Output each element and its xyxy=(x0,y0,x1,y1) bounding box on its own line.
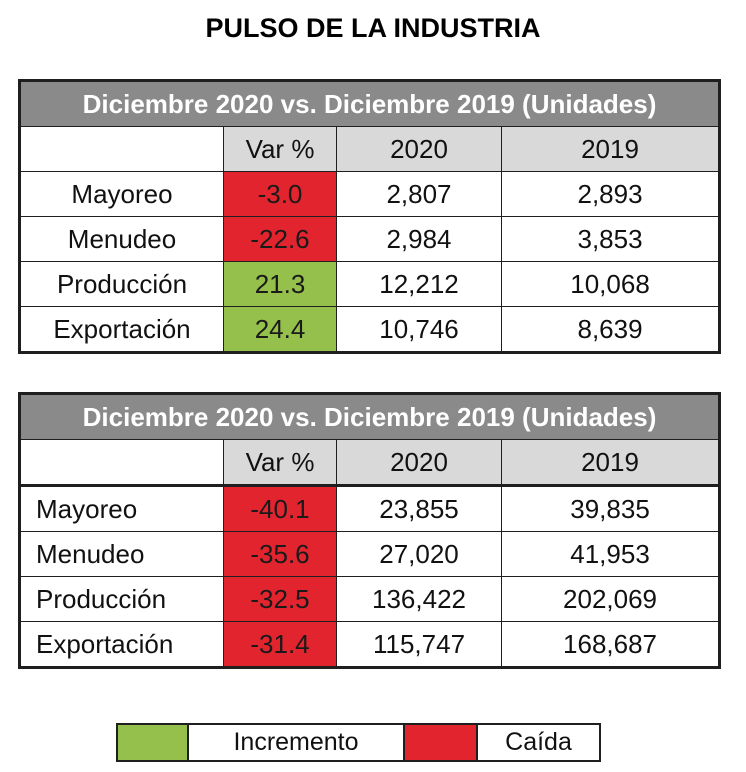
value-2019-cell: 41,953 xyxy=(500,531,721,577)
var-percent-cell: -3.0 xyxy=(223,171,337,217)
column-header-2020: 2020 xyxy=(336,439,502,487)
table-row-menudeo: Menudeo -22.6 2,984 3,853 xyxy=(19,216,721,262)
legend: Incremento Caída xyxy=(116,723,601,762)
column-header-var-pct: Var % xyxy=(223,126,337,172)
value-2020-cell: 2,984 xyxy=(336,216,502,262)
increase-color-swatch xyxy=(116,723,189,762)
row-label: Mayoreo xyxy=(19,485,224,532)
value-2020-cell: 115,747 xyxy=(336,621,502,668)
table-row-produccion: Producción 21.3 12,212 10,068 xyxy=(19,261,721,307)
column-header-var-pct: Var % xyxy=(223,439,337,487)
value-2020-cell: 2,807 xyxy=(336,171,502,217)
var-percent-cell: 21.3 xyxy=(223,261,337,307)
value-2019-cell: 3,853 xyxy=(500,216,721,262)
column-header-2020: 2020 xyxy=(336,126,502,172)
decrease-color-swatch xyxy=(403,723,478,762)
value-2020-cell: 12,212 xyxy=(336,261,502,307)
table-row-exportacion: Exportación -31.4 115,747 168,687 xyxy=(19,621,721,668)
value-2019-cell: 168,687 xyxy=(500,621,721,668)
column-header-empty xyxy=(19,439,224,487)
row-label: Producción xyxy=(19,261,224,307)
var-percent-cell: -32.5 xyxy=(223,576,337,622)
var-percent-cell: -22.6 xyxy=(223,216,337,262)
row-label: Mayoreo xyxy=(19,171,224,217)
table-banner: Diciembre 2020 vs. Diciembre 2019 (Unida… xyxy=(18,393,721,440)
row-label: Menudeo xyxy=(19,531,224,577)
table-banner-row: Diciembre 2020 vs. Diciembre 2019 (Unida… xyxy=(18,80,721,127)
value-2020-cell: 10,746 xyxy=(336,306,502,353)
var-percent-cell: -35.6 xyxy=(223,531,337,577)
column-header-2019: 2019 xyxy=(500,126,721,172)
row-label: Exportación xyxy=(19,621,224,668)
value-2019-cell: 2,893 xyxy=(500,171,721,217)
page-title: PULSO DE LA INDUSTRIA xyxy=(205,13,541,43)
value-2019-cell: 39,835 xyxy=(500,485,721,532)
comparison-table-1: Diciembre 2020 vs. Diciembre 2019 (Unida… xyxy=(18,79,722,354)
column-header-row: Var % 2020 2019 xyxy=(19,439,721,487)
value-2019-cell: 10,068 xyxy=(500,261,721,307)
row-label: Menudeo xyxy=(19,216,224,262)
row-label: Exportación xyxy=(19,306,224,353)
table-row-produccion: Producción -32.5 136,422 202,069 xyxy=(19,576,721,622)
column-header-empty xyxy=(19,126,224,172)
table-banner: Diciembre 2020 vs. Diciembre 2019 (Unida… xyxy=(18,80,721,127)
var-percent-cell: 24.4 xyxy=(223,306,337,353)
comparison-table-2: Diciembre 2020 vs. Diciembre 2019 (Unida… xyxy=(18,392,722,669)
value-2020-cell: 23,855 xyxy=(336,485,502,532)
table-row-exportacion: Exportación 24.4 10,746 8,639 xyxy=(19,306,721,353)
var-percent-cell: -40.1 xyxy=(223,485,337,532)
table-row-menudeo: Menudeo -35.6 27,020 41,953 xyxy=(19,531,721,577)
table-row-mayoreo: Mayoreo -3.0 2,807 2,893 xyxy=(19,171,721,217)
row-label: Producción xyxy=(19,576,224,622)
table-row-mayoreo: Mayoreo -40.1 23,855 39,835 xyxy=(19,485,721,532)
value-2020-cell: 136,422 xyxy=(336,576,502,622)
value-2020-cell: 27,020 xyxy=(336,531,502,577)
value-2019-cell: 202,069 xyxy=(500,576,721,622)
var-percent-cell: -31.4 xyxy=(223,621,337,668)
increase-legend-label: Incremento xyxy=(187,723,405,762)
table-banner-row: Diciembre 2020 vs. Diciembre 2019 (Unida… xyxy=(18,393,721,440)
decrease-legend-label: Caída xyxy=(476,723,601,762)
column-header-2019: 2019 xyxy=(500,439,721,487)
value-2019-cell: 8,639 xyxy=(500,306,721,353)
column-header-row: Var % 2020 2019 xyxy=(19,126,721,172)
